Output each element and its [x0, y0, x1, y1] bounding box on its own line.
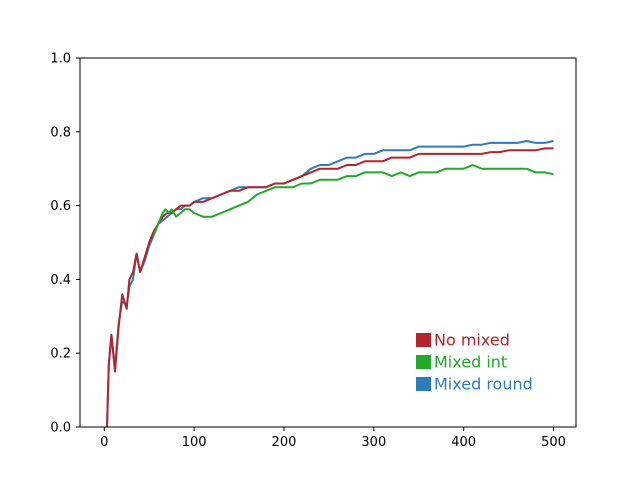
x-tick-label: 300 [361, 435, 386, 450]
x-tick-label: 100 [182, 435, 207, 450]
legend-swatch [416, 377, 431, 391]
x-axis: 0 100 200 300 400 500 [100, 427, 566, 450]
y-tick-label: 0.2 [50, 347, 71, 362]
y-tick-label: 0.4 [50, 273, 71, 288]
y-tick-label: 0.0 [50, 421, 71, 436]
legend-swatch [416, 333, 431, 347]
y-tick-label: 0.8 [50, 125, 71, 140]
x-tick-label: 500 [541, 435, 566, 450]
legend-label: Mixed round [434, 375, 533, 394]
series-line-no-mixed [106, 147, 554, 428]
plot-area-background [80, 58, 576, 427]
plot-area-frame [79, 57, 577, 428]
x-tick-label: 0 [100, 435, 108, 450]
y-tick-label: 0.6 [50, 199, 71, 214]
legend: No mixed Mixed int Mixed round [416, 331, 533, 394]
legend-swatch [416, 355, 431, 369]
x-tick-label: 200 [272, 435, 297, 450]
legend-label: Mixed int [434, 353, 507, 372]
y-axis: 0.0 0.2 0.4 0.6 0.8 1.0 [50, 52, 80, 436]
legend-label: No mixed [434, 331, 510, 350]
y-tick-label: 1.0 [50, 52, 71, 67]
series-line-mixed-int [152, 164, 554, 236]
series-layer [106, 140, 554, 428]
x-tick-label: 400 [451, 435, 476, 450]
